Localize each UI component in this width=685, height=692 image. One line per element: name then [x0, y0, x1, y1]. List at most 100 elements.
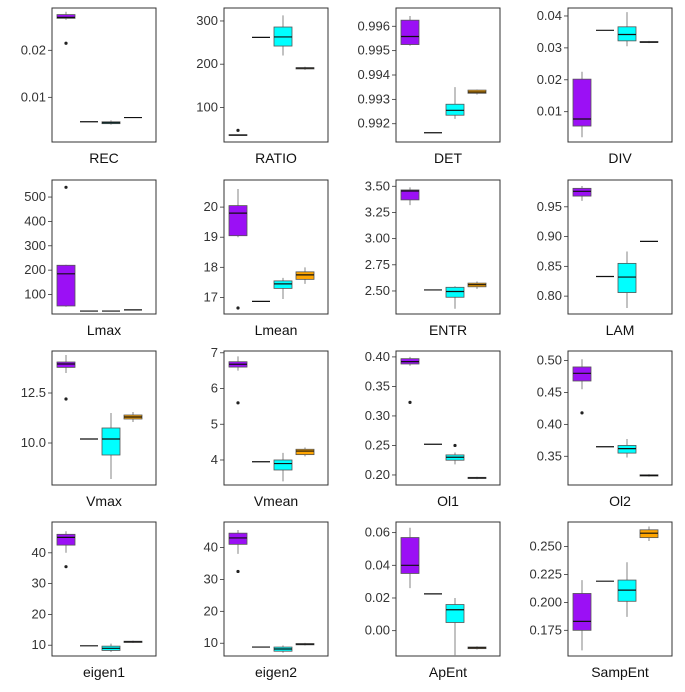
box-group4: [467, 646, 487, 650]
y-tick-label: 100: [24, 287, 46, 302]
box-group1: [572, 71, 592, 138]
y-tick-label: 0.20: [365, 467, 390, 482]
y-tick-label: 40: [32, 545, 46, 560]
box-iqr: [572, 366, 592, 382]
panel-REC: 0.01 0.02 REC: [21, 7, 157, 166]
panel-frame: [223, 179, 329, 315]
box-group4: [639, 526, 659, 541]
panel-Ol2: 0.35 0.40 0.45 0.50 Ol2: [537, 350, 673, 509]
y-tick-label: 0.01: [537, 104, 562, 119]
y-tick-label: 0.03: [537, 40, 562, 55]
y-tick-label: 7: [211, 345, 218, 360]
box-group4: [467, 89, 487, 95]
box-iqr: [295, 271, 315, 280]
panel-DIV: 0.01 0.02 0.03 0.04 DIV: [537, 7, 673, 166]
box-iqr: [56, 264, 76, 307]
panel-DET: 0.992 0.993 0.994 0.995 0.996 DET: [357, 7, 501, 166]
box-iqr: [617, 445, 637, 454]
y-tick-label: 5: [211, 416, 218, 431]
box-group1: [400, 16, 420, 46]
box-group4: [123, 412, 143, 422]
y-tick-label: 12.5: [21, 385, 46, 400]
box-group1: [572, 359, 592, 415]
box-iqr: [445, 286, 465, 298]
box-group1: [400, 527, 420, 589]
box-group1: [400, 187, 420, 206]
box-group3: [445, 443, 465, 465]
y-tick-label: 0.225: [529, 566, 562, 581]
panel-SampEnt: 0.175 0.200 0.225 0.250 SampEnt: [529, 521, 673, 680]
box-iqr: [572, 187, 592, 197]
panel-Lmax: 100 200 300 400 500 Lmax: [24, 179, 157, 338]
y-tick-label: 100: [196, 99, 218, 114]
y-tick-label: 10: [204, 635, 218, 650]
y-tick-label: 300: [24, 238, 46, 253]
y-tick-label: 0.40: [537, 416, 562, 431]
box-iqr: [228, 205, 248, 237]
y-tick-label: 400: [24, 213, 46, 228]
x-axis-label: REC: [89, 150, 119, 166]
outlier-point: [64, 565, 68, 569]
y-tick-label: 18: [204, 259, 218, 274]
box-iqr: [101, 427, 121, 456]
y-tick-label: 0.04: [365, 557, 390, 572]
y-tick-label: 3.25: [365, 204, 390, 219]
y-tick-label: 0.35: [537, 448, 562, 463]
panel-frame: [51, 7, 157, 143]
y-tick-label: 17: [204, 289, 218, 304]
x-axis-label: ApEnt: [429, 664, 467, 680]
box-iqr: [273, 459, 293, 471]
panel-RATIO: 100 200 300 RATIO: [196, 7, 329, 166]
y-tick-label: 6: [211, 381, 218, 396]
y-tick-label: 30: [32, 576, 46, 591]
box-iqr: [445, 604, 465, 623]
y-tick-label: 200: [24, 262, 46, 277]
box-group1: [228, 189, 248, 310]
y-tick-label: 300: [196, 13, 218, 28]
x-axis-label: SampEnt: [591, 664, 649, 680]
box-group3: [617, 12, 637, 47]
box-group1: [228, 529, 248, 574]
box-iqr: [617, 262, 637, 293]
outlier-point: [236, 306, 240, 310]
box-iqr: [445, 103, 465, 116]
box-iqr: [572, 78, 592, 127]
y-tick-label: 200: [196, 56, 218, 71]
y-tick-label: 30: [204, 571, 218, 586]
y-tick-label: 0.50: [537, 353, 562, 368]
x-axis-label: ENTR: [429, 322, 467, 338]
box-group3: [273, 645, 293, 653]
box-group1: [228, 356, 248, 405]
box-group4: [467, 476, 487, 480]
outlier-point: [580, 411, 584, 415]
y-tick-label: 0.994: [357, 67, 390, 82]
box-group3: [101, 120, 121, 125]
box-group3: [445, 597, 465, 656]
box-group3: [101, 643, 121, 652]
y-tick-label: 0.02: [537, 72, 562, 87]
x-axis-label: eigen2: [255, 664, 297, 680]
y-tick-label: 20: [32, 606, 46, 621]
y-tick-label: 0.06: [365, 525, 390, 540]
y-tick-label: 10: [32, 637, 46, 652]
y-tick-label: 0.993: [357, 91, 390, 106]
y-tick-label: 0.200: [529, 594, 562, 609]
y-tick-label: 0.996: [357, 18, 390, 33]
box-group1: [56, 355, 76, 401]
x-axis-label: Ol1: [437, 493, 459, 509]
panel-Vmean: 4 5 6 7 Vmean: [211, 345, 329, 509]
box-iqr: [400, 537, 420, 574]
box-group4: [295, 66, 315, 70]
panel-ApEnt: 0.00 0.02 0.04 0.06 ApEnt: [365, 521, 501, 680]
y-tick-label: 500: [24, 189, 46, 204]
y-tick-label: 0.40: [365, 349, 390, 364]
outlier-point: [64, 41, 68, 45]
y-tick-label: 3.00: [365, 231, 390, 246]
box-group1: [56, 531, 76, 569]
y-tick-label: 0.250: [529, 539, 562, 554]
box-group4: [295, 642, 315, 646]
box-group4: [123, 640, 143, 644]
box-group1: [56, 11, 76, 45]
x-axis-label: DET: [434, 150, 462, 166]
